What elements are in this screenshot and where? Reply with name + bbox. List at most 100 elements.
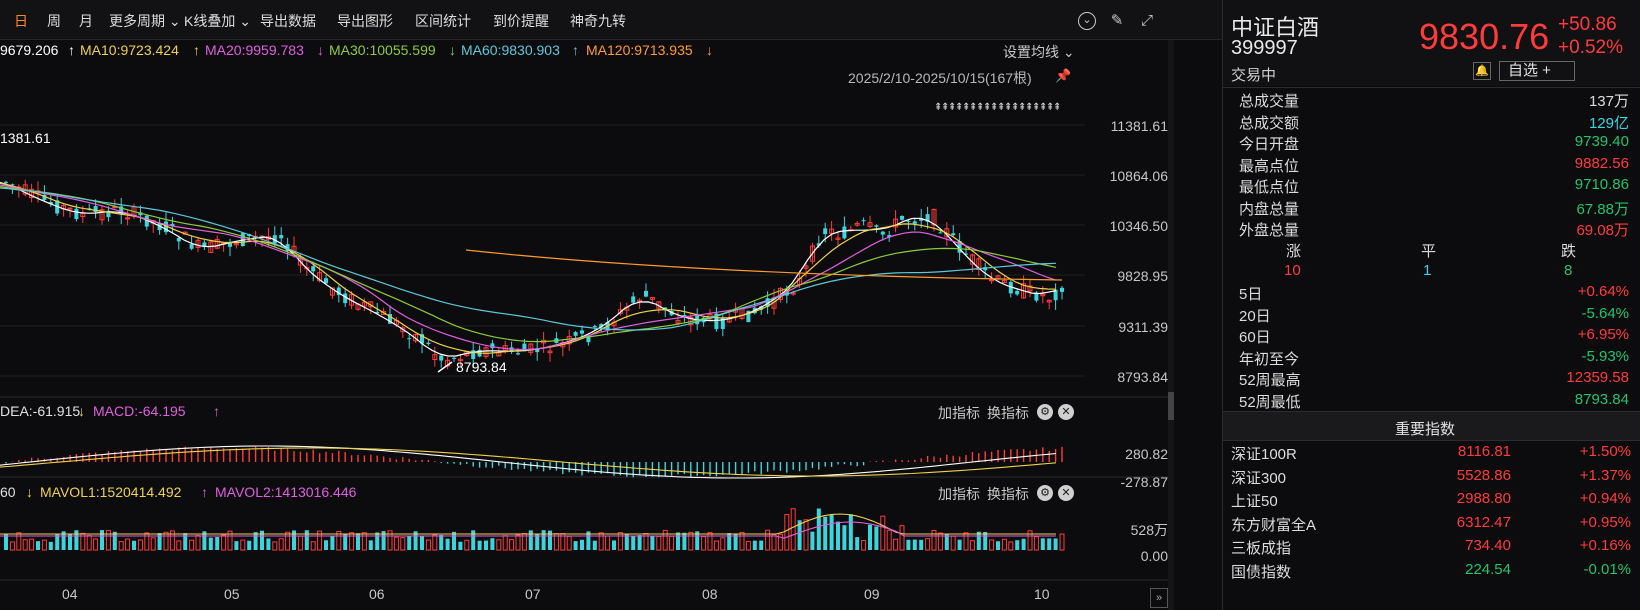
ma10-value: MA10:9723.424 bbox=[80, 42, 179, 58]
bell-icon[interactable]: 🔔 bbox=[1473, 62, 1491, 80]
volume-bar bbox=[777, 533, 783, 551]
volume-bar bbox=[676, 532, 680, 550]
ma30-value: MA30:10055.599 bbox=[329, 42, 436, 58]
volume-bar bbox=[848, 514, 853, 550]
signal-marker: ⇞ bbox=[990, 102, 998, 113]
export-data-button[interactable]: 导出数据 bbox=[260, 13, 316, 29]
period-month-tab[interactable]: 月 bbox=[79, 13, 93, 29]
volume-bar bbox=[330, 535, 335, 550]
volume-bar bbox=[637, 535, 642, 550]
volume-bar bbox=[292, 530, 296, 550]
volume-bar bbox=[969, 540, 975, 551]
candle-body bbox=[599, 324, 604, 328]
volume-bar bbox=[22, 539, 28, 551]
index-row[interactable]: 上证50 2988.80 +0.94% bbox=[1231, 490, 1640, 513]
perf-label: 52周最低 bbox=[1239, 393, 1301, 411]
signal-marker: ⇞ bbox=[1039, 102, 1047, 113]
indices-header bbox=[1223, 411, 1640, 441]
k-overlay-dropdown[interactable]: K线叠加 ⌄ bbox=[184, 13, 251, 29]
candle-body bbox=[324, 278, 328, 284]
pin-icon[interactable]: 📌 bbox=[1055, 68, 1072, 83]
kline-chart[interactable]: ⇞⇞⇞⇞⇞⇞⇞⇞⇞⇞⇞⇞⇞⇞⇞⇞⇞⇞ bbox=[0, 40, 1222, 610]
volume-bar bbox=[1015, 540, 1020, 550]
index-row[interactable]: 深证300 5528.86 +1.37% bbox=[1231, 467, 1640, 490]
vol-n: 60 bbox=[0, 484, 16, 500]
candle-body bbox=[842, 226, 847, 239]
candle-body bbox=[272, 235, 277, 244]
index-value: 2988.80 bbox=[1456, 490, 1511, 507]
ma-settings-dropdown[interactable]: 设置均线 ⌄ bbox=[1003, 44, 1075, 60]
candle-body bbox=[951, 233, 956, 236]
volume-bar bbox=[227, 530, 233, 551]
candle-body bbox=[233, 243, 239, 246]
add-watchlist-button[interactable]: 自选 + bbox=[1499, 61, 1575, 81]
more-periods-dropdown[interactable]: 更多周期 ⌄ bbox=[109, 13, 181, 29]
candle-body bbox=[279, 235, 284, 239]
period-day-tab[interactable]: 日 bbox=[14, 13, 28, 29]
index-row[interactable]: 东方财富全A 6312.47 +0.95% bbox=[1231, 514, 1640, 537]
divider-handle[interactable] bbox=[1168, 392, 1174, 420]
volume-bar bbox=[464, 539, 470, 551]
macd-value: MACD:-64.195 bbox=[93, 403, 186, 419]
volume-bar bbox=[919, 539, 924, 550]
close-icon[interactable]: ✕ bbox=[1058, 485, 1074, 501]
volume-bar bbox=[55, 533, 60, 550]
volume-bar bbox=[880, 515, 886, 551]
period-week-tab[interactable]: 周 bbox=[47, 13, 61, 29]
index-row[interactable]: 深证100R 8116.81 +1.50% bbox=[1231, 443, 1640, 466]
volume-bar bbox=[343, 534, 348, 550]
mavol1-line bbox=[0, 513, 1056, 535]
chevron-down-circle-icon[interactable]: ⌄ bbox=[1078, 12, 1096, 30]
stat-value: 129亿 bbox=[1588, 114, 1629, 132]
price-alert-button[interactable]: 到价提醒 bbox=[493, 13, 549, 29]
switch-indicator-button[interactable]: 换指标 bbox=[987, 405, 1029, 421]
volume-bar bbox=[86, 535, 92, 551]
volume-bar bbox=[855, 537, 860, 550]
stat-value: 9882.56 bbox=[1574, 154, 1629, 172]
signal-marker: ⇞ bbox=[969, 102, 977, 113]
ma120-line bbox=[465, 249, 1063, 281]
candle-body bbox=[547, 350, 553, 354]
index-name: 深证100R bbox=[1231, 446, 1297, 463]
candle-body bbox=[388, 314, 392, 324]
candle-body bbox=[989, 279, 995, 282]
volume-bar bbox=[4, 534, 8, 550]
candle-body bbox=[835, 237, 841, 240]
add-indicator-button[interactable]: 加指标 bbox=[938, 405, 980, 421]
export-image-button[interactable]: 导出图形 bbox=[337, 13, 393, 29]
index-row[interactable]: 国债指数 224.54 -0.01% bbox=[1231, 561, 1640, 584]
security-code: 399997 bbox=[1231, 37, 1298, 59]
candle-body bbox=[457, 358, 463, 362]
volume-bar bbox=[16, 532, 22, 551]
candle-body bbox=[1053, 289, 1058, 301]
mavol2-value: MAVOL2:1413016.446 bbox=[215, 484, 357, 500]
candle-body bbox=[125, 217, 131, 220]
dea-arrow: ↓ bbox=[78, 403, 85, 419]
fullscreen-icon[interactable]: ⤢ bbox=[1140, 12, 1153, 29]
double-chevron-right-icon[interactable]: » bbox=[1150, 588, 1168, 608]
y-tick: 11381.61 bbox=[1110, 118, 1168, 134]
candle-body bbox=[208, 241, 214, 253]
draw-brush-icon[interactable]: ✎ bbox=[1110, 12, 1124, 29]
volume-bar bbox=[439, 534, 444, 550]
add-indicator-button-vol[interactable]: 加指标 bbox=[938, 486, 980, 502]
candle-body bbox=[714, 313, 719, 330]
gear-icon[interactable]: ⚙ bbox=[1037, 404, 1053, 420]
index-value: 734.40 bbox=[1465, 537, 1511, 554]
index-row[interactable]: 三板成指 734.40 +0.16% bbox=[1231, 537, 1640, 560]
candle-body bbox=[1001, 279, 1007, 284]
x-label: 07 bbox=[525, 586, 541, 602]
volume-bar bbox=[125, 538, 131, 551]
index-name: 东方财富全A bbox=[1231, 516, 1317, 534]
switch-indicator-button-vol[interactable]: 换指标 bbox=[987, 486, 1029, 502]
close-icon[interactable]: ✕ bbox=[1058, 404, 1074, 420]
stat-value: 9739.40 bbox=[1574, 133, 1629, 150]
volume-bar bbox=[617, 532, 623, 551]
low-annotation: 8793.84 bbox=[456, 359, 507, 375]
magic-nine-button[interactable]: 神奇九转 bbox=[570, 13, 626, 29]
range-stats-button[interactable]: 区间统计 bbox=[415, 13, 471, 29]
signal-marker: ⇞ bbox=[948, 102, 956, 113]
gear-icon[interactable]: ⚙ bbox=[1037, 485, 1053, 501]
panel-divider[interactable] bbox=[1168, 40, 1174, 610]
candle-body bbox=[426, 342, 431, 345]
